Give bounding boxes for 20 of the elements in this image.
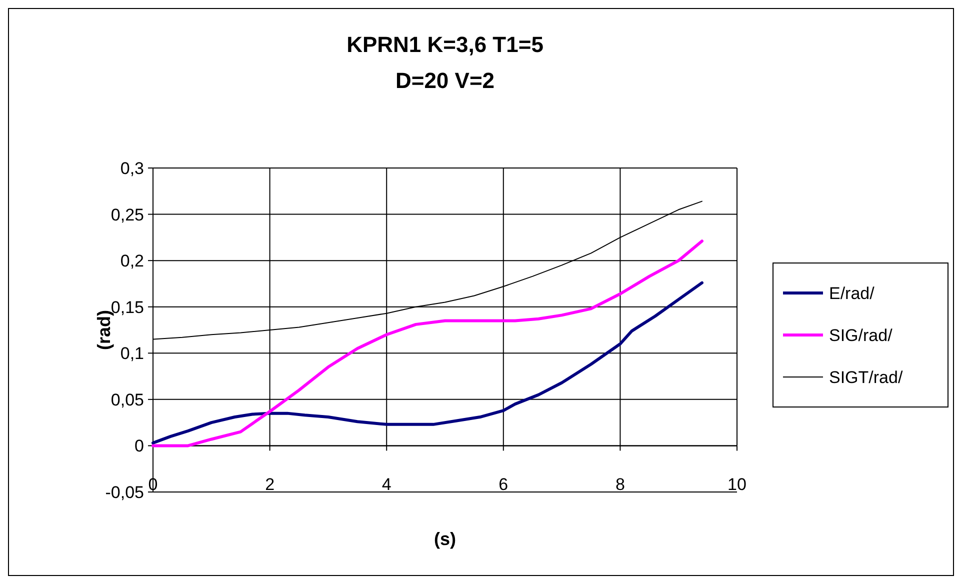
y-tick-label: 0,1 <box>120 344 144 364</box>
y-tick-label: 0,3 <box>120 159 144 178</box>
legend-label: SIG/rad/ <box>829 326 893 345</box>
x-tick-label: 4 <box>382 475 392 494</box>
chart-title: KPRN1 K=3,6 T1=5 D=20 V=2 <box>346 32 544 93</box>
x-tick-label: 10 <box>728 475 746 494</box>
x-axis-title: (s) <box>434 529 456 549</box>
y-axis-title: (rad) <box>94 310 114 350</box>
x-tick-label: 6 <box>498 475 508 494</box>
line-series <box>152 240 704 448</box>
y-tick-label: 0 <box>134 436 144 456</box>
y-tick-label: 0,2 <box>120 252 144 271</box>
x-tick-label: 8 <box>615 475 625 494</box>
y-tick-label: 0,05 <box>110 390 144 410</box>
legend-label: E/rad/ <box>829 284 875 303</box>
y-tick-label: 0,25 <box>110 205 144 224</box>
line-series <box>152 281 704 444</box>
y-tick-label: -0,05 <box>105 483 144 502</box>
x-tick-label: 2 <box>265 475 275 494</box>
legend-label: SIGT/rad/ <box>829 368 903 387</box>
